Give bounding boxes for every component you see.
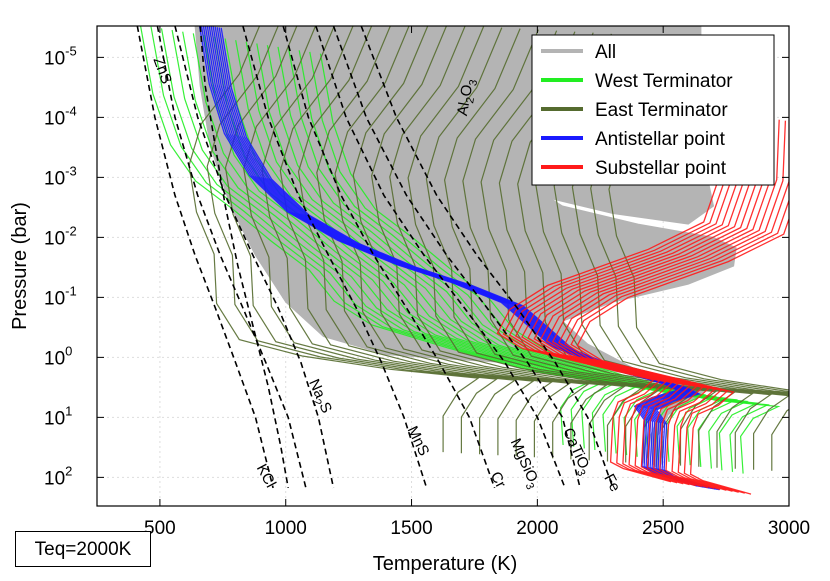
y-tick-label: 10-2 — [44, 223, 77, 249]
east-profile — [462, 29, 754, 468]
condensation-label-mgsio: MgSiO3 — [504, 436, 543, 492]
profile-lines — [139, 26, 789, 495]
west-profile — [182, 31, 643, 452]
substellar-profile — [527, 115, 756, 488]
west-profile — [150, 26, 612, 447]
condensation-curve — [360, 26, 614, 489]
substellar-profile — [564, 165, 789, 493]
substellar-profile — [514, 114, 743, 486]
condensation-label-kcl: KCl — [253, 461, 279, 490]
legend-label: Antistellar point — [595, 129, 726, 150]
y-tick-label: 100 — [44, 343, 72, 369]
y-axis-ticks: 10-5 10-4 10-3 10-2 10-1 100 101 102 — [44, 43, 789, 489]
substellar-profile — [545, 118, 774, 491]
x-tick-label: 2000 — [516, 518, 558, 539]
east-profile — [407, 26, 700, 465]
condensation-curve — [136, 26, 274, 489]
substellar-profile — [502, 112, 731, 484]
east-profile — [443, 28, 736, 467]
substellar-profile — [496, 111, 725, 483]
antistellar-profile — [216, 27, 716, 490]
west-profile — [319, 53, 781, 474]
condensation-curve — [332, 26, 581, 489]
teq-label: Teq=2000K — [15, 531, 151, 567]
condensation-curve — [174, 26, 335, 489]
west-profile — [171, 29, 633, 451]
west-profile — [139, 26, 601, 446]
west-profile — [298, 50, 760, 471]
condensation-curve — [199, 26, 289, 489]
west-profile — [203, 34, 665, 456]
condensation-label-al: Al2O3 — [454, 77, 480, 117]
antistellar-profile — [204, 26, 704, 488]
east-profile — [316, 26, 608, 460]
east-profile — [243, 26, 535, 456]
x-axis-title: Temperature (K) — [373, 553, 518, 575]
east-profile — [297, 26, 590, 459]
condensation-label-na: Na2S — [302, 377, 335, 417]
east-profile — [261, 26, 554, 457]
y-tick-label: 101 — [44, 403, 72, 429]
west-profile — [288, 48, 749, 469]
substellar-profile — [533, 116, 762, 489]
x-tick-label: 2500 — [642, 518, 684, 539]
substellar-profile — [551, 119, 780, 491]
condensation-curve — [156, 26, 307, 489]
east-profile — [206, 26, 499, 454]
legend-label: West Terminator — [595, 71, 733, 92]
substellar-profile — [576, 216, 789, 495]
condensation-curve — [242, 26, 428, 489]
antistellar-profile — [198, 26, 698, 487]
west-profile — [277, 46, 739, 467]
y-tick-label: 10-3 — [44, 163, 77, 189]
west-profile — [309, 51, 771, 472]
x-tick-label: 500 — [144, 518, 176, 539]
condensation-label-fe: Fe — [600, 471, 623, 494]
substellar-profile — [539, 117, 768, 490]
condensation-label-zns: ZnS — [150, 55, 175, 87]
x-tick-label: 1000 — [265, 518, 307, 539]
substellar-profile — [570, 198, 789, 494]
condensation-curve — [282, 26, 496, 489]
legend: All West Terminator East Terminator Antiste… — [531, 34, 775, 186]
east-profile — [279, 26, 572, 458]
substellar-profile — [521, 114, 750, 487]
condensation-curves — [136, 26, 614, 489]
y-axis-title: Pressure (bar) — [9, 202, 31, 330]
legend-label: East Terminator — [595, 100, 728, 121]
y-tick-label: 102 — [44, 463, 72, 489]
antistellar-profile — [210, 26, 710, 489]
substellar-profile — [508, 113, 737, 485]
condensation-curve — [315, 26, 566, 489]
west-profile — [245, 41, 707, 462]
legend-label: Substellar point — [595, 158, 727, 179]
plot-frame — [96, 25, 790, 507]
y-tick-label: 10-4 — [44, 103, 77, 129]
east-profile — [334, 26, 627, 461]
x-tick-label: 1500 — [390, 518, 432, 539]
x-axis-ticks: 500 1000 1500 2000 2500 3000 — [144, 26, 810, 539]
legend-label: All — [595, 42, 616, 63]
condensation-label-cr: Cr — [487, 469, 509, 491]
x-tick-label: 3000 — [768, 518, 810, 539]
east-profile — [370, 26, 663, 463]
east-profile — [188, 26, 480, 453]
y-tick-label: 10-5 — [44, 43, 77, 69]
y-tick-label: 10-1 — [44, 283, 77, 309]
condensation-label-mns: MnS — [404, 423, 433, 458]
substellar-profile — [558, 120, 787, 492]
